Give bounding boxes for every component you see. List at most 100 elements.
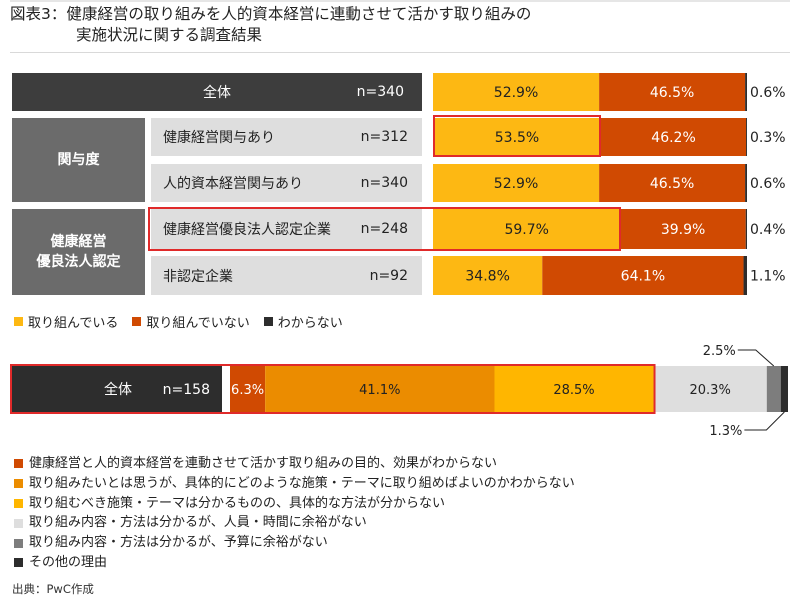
legend-swatch [263,317,273,326]
bar-segment-r2-s1 [599,164,746,202]
bar-segment-r2-s0 [433,164,600,202]
bar-segment-r3-s0 [433,209,621,249]
row-label-1: 健康経営関与あり n=312 [151,118,422,156]
bar-segment-reason-4 [653,366,767,412]
data-label-r4-s2: 1.1% [750,269,786,285]
row-category: 非認定企業 [163,268,233,285]
data-label-r4-s1: 64.1% [621,269,665,285]
legend-item-yes: 取り組んでいる [14,312,118,331]
row-category: 健康経営関与あり [163,130,275,146]
bar-segment-r1-s1 [600,118,747,156]
row-category: 健康経営優良法人認定企業 [163,222,331,238]
row-category: 全体 [104,381,132,398]
callout-line-reason-5 [737,349,775,367]
row-n: n=158 [163,382,210,398]
data-label-reason-1: 6.3% [231,383,264,398]
data-label-r1-s0: 53.5% [495,130,539,146]
data-label-r2-s0: 52.9% [494,176,538,192]
highlight-outline-chart-2 [10,364,656,414]
bar-segment-r4-s1 [542,256,744,295]
bar-segment-r1-s2 [746,118,747,156]
row-n: n=340 [356,84,404,100]
data-label-r2-s2: 0.6% [750,176,786,192]
legend-item-reason-6: その他の理由 [14,553,575,573]
row-n: n=312 [360,129,408,145]
data-label-r1-s2: 0.3% [750,130,786,146]
legend-swatch [132,317,142,326]
bar-segment-r0-s2 [745,73,747,111]
row-label-4: 非認定企業 n=92 [151,256,422,295]
data-label-r0-s1: 46.5% [650,85,694,101]
legend-item-reason-3: 取り組むべき施策・テーマは分かるものの、具体的な方法が分からない [14,494,575,514]
row-category: 全体 [203,85,231,101]
legend-label: 取り組み内容・方法は分かるが、人員・時間に余裕がない [29,515,367,531]
legend-label: わからない [277,316,343,331]
bar-segment-reason-3 [494,366,654,412]
legend-swatch [14,498,23,508]
legend-label: 取り組むべき施策・テーマは分かるものの、具体的な方法が分からない [29,495,446,511]
data-label-r3-s2: 0.4% [750,222,786,238]
data-label-reason-6: 1.3% [709,424,742,439]
chart-1-bars: 52.9% 46.5% 0.6% 53.5% 46.2% 0.3% 52.9% 46.5% 0.… [433,73,786,295]
row-n: n=340 [360,175,408,191]
bar-segment-reason-5 [766,366,781,412]
data-label-r4-s0: 34.8% [465,269,509,285]
legend-label: 取り組み内容・方法は分かるが、予算に余裕がない [29,535,328,551]
row-label-0: 全体 n=340 [12,73,422,111]
title-rule [10,52,790,53]
bar-segment-r3-s2 [745,209,747,249]
legend-item-reason-4: 取り組み内容・方法は分かるが、人員・時間に余裕がない [14,513,575,533]
row-n: n=248 [360,221,408,237]
row-category: 人的資本経営関与あり [163,176,303,192]
bar-segment-reason-2 [265,366,495,412]
legend-label: 取り組んでいる [28,316,119,331]
chart-title: 図表3：健康経営の取り組みを人的資本経営に連動させて活かす取り組みの 実施状況に… [10,4,531,46]
legend-swatch [14,317,23,326]
bar-segment-r4-s2 [743,256,747,295]
title-line-2: 実施状況に関する調査結果 [76,26,263,44]
bar-segment-r0-s1 [599,73,746,111]
row-label-box [12,366,222,412]
bar-segment-r4-s0 [433,256,543,295]
bar-segment-r3-s1 [620,209,746,249]
legend-item-reason-5: 取り組み内容・方法は分かるが、予算に余裕がない [14,533,575,553]
chart-2-bars: 全体 n=158 6.3% 41.1% 28.5% 20.3% 2.5% 1.3% [10,344,788,439]
legend-swatch [14,479,23,489]
data-label-r0-s2: 0.6% [750,85,786,101]
row-n: n=92 [369,267,408,284]
legend-1: 取り組んでいる 取り組んでいない わからない [14,312,343,331]
callout-line-reason-6 [744,411,785,431]
legend-item-reason-2: 取り組みたいとは思うが、具体的にどのような施策・テーマに取り組めばよいのかわから… [14,474,575,494]
legend-label: 取り組んでいない [146,316,250,331]
bar-segment-r2-s2 [745,164,747,202]
data-label-r0-s0: 52.9% [494,85,538,101]
legend-swatch [14,518,23,528]
data-label-reason-4: 20.3% [690,383,731,398]
data-label-r3-s1: 39.9% [661,222,705,238]
legend-swatch [14,459,23,469]
legend-2: 健康経営と人的資本経営を連動させて活かす取り組みの目的、効果がわからない 取り組… [14,454,575,573]
top-rule [10,0,790,2]
bar-segment-r0-s0 [433,73,600,111]
legend-label: 取り組みたいとは思うが、具体的にどのような施策・テーマに取り組めばよいのかわから… [29,475,575,491]
data-label-reason-5: 2.5% [703,344,736,359]
legend-item-unknown: わからない [263,312,343,331]
group-label-certification: 健康経営 優良法人認定 [12,209,145,295]
source-note: 出典：PwC作成 [12,582,94,596]
legend-item-reason-1: 健康経営と人的資本経営を連動させて活かす取り組みの目的、効果がわからない [14,454,575,474]
legend-label: 健康経営と人的資本経営を連動させて活かす取り組みの目的、効果がわからない [29,456,498,471]
group-label-involvement: 関与度 [12,118,145,202]
row-label-2: 人的資本経営関与あり n=340 [151,164,422,202]
legend-label: その他の理由 [29,554,108,570]
data-label-r3-s0: 59.7% [504,222,548,238]
data-label-r1-s1: 46.2% [651,130,695,146]
legend-swatch [14,538,23,548]
bar-segment-reason-6 [780,366,788,412]
row-label-3: 健康経営優良法人認定企業 n=248 [151,209,422,249]
bar-segment-r1-s0 [433,118,601,156]
data-label-reason-3: 28.5% [553,383,594,398]
bar-segment-reason-1 [230,366,266,412]
data-label-r2-s1: 46.5% [650,176,694,192]
legend-item-no: 取り組んでいない [132,312,250,331]
title-line-1: 図表3：健康経営の取り組みを人的資本経営に連動させて活かす取り組みの [10,5,532,23]
